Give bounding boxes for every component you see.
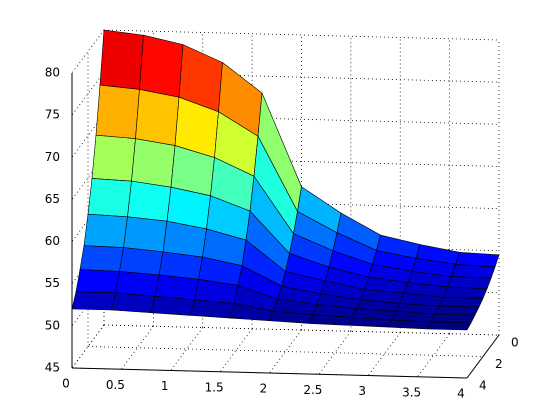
y-axis: [466, 334, 500, 379]
surface-face: [111, 292, 156, 314]
x-tick-label: 0.5: [106, 378, 125, 392]
surface-face: [123, 216, 168, 253]
surface-face: [131, 138, 176, 188]
x-tick-label: 2.5: [303, 383, 322, 397]
z-tick-label: 65: [45, 192, 60, 206]
x-tick-label: 2: [260, 382, 268, 396]
x-tick-label: 3.5: [402, 385, 421, 399]
surface-face: [443, 286, 488, 299]
grid-line: [318, 331, 352, 375]
surface-face: [139, 34, 184, 98]
surface-face: [95, 84, 140, 140]
surface-face: [190, 299, 235, 319]
surface-face: [135, 89, 180, 146]
surface-face: [99, 29, 144, 90]
z-tick-label: 60: [45, 234, 60, 248]
z-tick-label: 80: [45, 66, 60, 80]
surface-face: [158, 251, 203, 280]
z-tick-label: 70: [45, 150, 60, 164]
surface-face: [115, 271, 160, 297]
grid-line: [121, 326, 154, 370]
y-tick-label: 0: [511, 336, 519, 350]
grid-line: [367, 332, 401, 376]
surface-face: [150, 296, 195, 316]
z-tick-label: 55: [45, 276, 60, 290]
surface-face: [426, 321, 472, 331]
x-axis: [71, 367, 468, 379]
surface-face: [127, 180, 172, 222]
surface-face: [119, 247, 164, 276]
x-tick-label: 1.5: [205, 380, 224, 394]
surface-face: [439, 297, 484, 308]
x-tick-label: 3: [358, 384, 366, 398]
y-tick-label: 2: [495, 357, 503, 371]
surface-face: [91, 134, 136, 182]
x-tick-label: 4: [457, 387, 465, 401]
surface-face: [387, 319, 433, 330]
z-tick-label: 45: [45, 361, 60, 375]
grid-line: [71, 324, 105, 369]
grid-line: [219, 328, 253, 372]
grid-line: [417, 333, 450, 377]
grid-line: [71, 71, 105, 116]
surface-face: [75, 269, 120, 294]
grid-line: [170, 327, 204, 371]
z-tick-label: 50: [45, 318, 60, 332]
z-tick-label: 75: [45, 108, 60, 122]
surface-face: [435, 305, 480, 316]
y-tick-label: 4: [479, 379, 487, 393]
surface-face: [447, 276, 492, 290]
surface-face: [431, 313, 476, 324]
x-tick-label: 1: [161, 379, 169, 393]
surface-face: [71, 291, 116, 311]
surface-face: [154, 274, 199, 301]
surface-face: [87, 178, 132, 218]
x-tick-label: 0: [62, 377, 70, 391]
grid-line: [269, 329, 302, 374]
surface-face: [79, 245, 124, 272]
surface-face: [83, 213, 128, 248]
surface-face: [451, 264, 496, 279]
grid-line: [71, 29, 105, 74]
